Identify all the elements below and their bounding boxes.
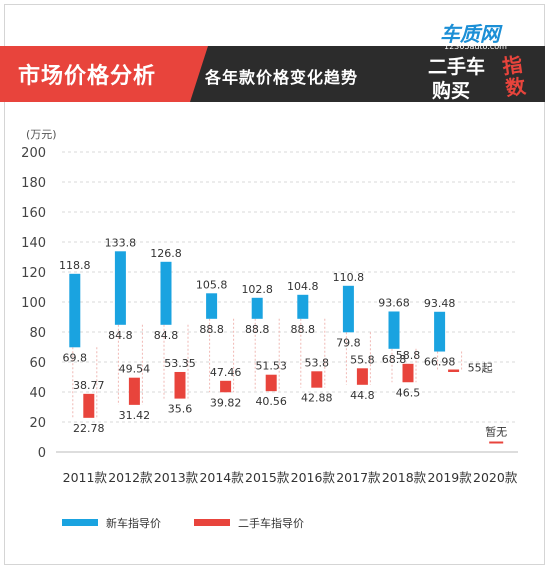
new-car-low-label: 66.98 [424, 356, 456, 369]
new-car-low-label: 68.8 [382, 353, 407, 366]
legend-label-new: 新车指导价 [106, 517, 161, 530]
y-tick-label: 100 [21, 296, 46, 311]
y-tick-label: 60 [29, 356, 46, 371]
new-car-high-label: 110.8 [333, 271, 365, 284]
used-car-high-label: 53.8 [305, 356, 330, 369]
used-car-low-label: 44.8 [350, 389, 375, 402]
y-tick-label: 20 [29, 416, 46, 431]
new-car-low-label: 84.8 [154, 329, 179, 342]
new-car-high-label: 126.8 [150, 247, 182, 260]
page-subtitle: 各年款价格变化趋势 [205, 68, 359, 87]
y-tick-label: 140 [21, 236, 46, 251]
brand-url: 12365auto.com [444, 42, 507, 51]
legend-label-used: 二手车指导价 [238, 517, 304, 530]
new-car-high-label: 93.48 [424, 297, 456, 310]
x-tick-label: 2018款 [382, 470, 427, 485]
new-car-low-label: 88.8 [199, 323, 224, 336]
used-car-high-label: 51.53 [255, 360, 287, 373]
used-car-nodata-label: 暂无 [485, 426, 507, 439]
y-tick-label: 40 [29, 386, 46, 401]
new-car-high-label: 104.8 [287, 280, 319, 293]
used-car-high-label: 53.35 [164, 357, 196, 370]
new-car-bar [69, 273, 81, 348]
new-car-bar [251, 297, 263, 319]
x-tick-label: 2019款 [427, 470, 472, 485]
used-car-low-label: 42.88 [301, 392, 333, 405]
used-car-bar [220, 380, 232, 393]
used-car-high-label: 55.8 [350, 353, 375, 366]
new-car-bar [342, 285, 354, 333]
y-tick-label: 120 [21, 266, 46, 281]
used-car-high-label: 49.54 [119, 363, 151, 376]
chart-frame [4, 4, 545, 565]
x-tick-label: 2017款 [336, 470, 381, 485]
new-car-high-label: 93.68 [378, 296, 410, 309]
x-tick-label: 2014款 [199, 470, 244, 485]
title-block [0, 46, 208, 102]
new-car-low-label: 88.8 [291, 323, 316, 336]
new-car-high-label: 133.8 [105, 236, 137, 249]
y-tick-label: 200 [21, 146, 46, 161]
new-car-high-label: 105.8 [196, 278, 228, 291]
x-tick-label: 2016款 [291, 470, 336, 485]
used-car-high-label: 58.8 [396, 349, 421, 362]
used-car-low-label: 39.82 [210, 396, 242, 409]
new-car-low-label: 79.8 [336, 336, 361, 349]
used-car-bar [128, 377, 140, 405]
used-car-high-label: 47.46 [210, 366, 242, 379]
used-car-bar [356, 368, 368, 385]
used-car-low-label: 22.78 [73, 422, 105, 435]
y-tick-label: 80 [29, 326, 46, 341]
new-car-bar [297, 294, 309, 319]
x-tick-label: 2015款 [245, 470, 290, 485]
new-car-high-label: 118.8 [59, 259, 91, 272]
new-car-bar [114, 251, 126, 325]
new-car-low-label: 69.8 [63, 351, 88, 364]
used-car-bar [311, 371, 323, 388]
brand-logo: 车质网 12365auto.com 二手车 购买 指数 [426, 18, 544, 108]
used-car-bar [265, 374, 277, 392]
new-car-bar [434, 311, 446, 352]
x-tick-label: 2013款 [154, 470, 199, 485]
brand-name: 车质网 [440, 22, 500, 46]
used-car-bar [174, 371, 186, 399]
used-car-nodata-mark [489, 441, 504, 444]
x-tick-label: 2011款 [63, 470, 108, 485]
used-car-start-label: 55起 [468, 362, 493, 375]
used-car-bar [448, 369, 460, 372]
page-title: 市场价格分析 [18, 64, 157, 89]
legend-swatch-new [62, 519, 98, 526]
legend-swatch-used [194, 519, 230, 526]
new-car-bar [206, 293, 218, 319]
used-car-low-label: 35.6 [168, 403, 193, 416]
y-tick-label: 160 [21, 206, 46, 221]
new-car-low-label: 84.8 [108, 329, 133, 342]
x-tick-label: 2012款 [108, 470, 153, 485]
y-axis-unit: (万元) [26, 128, 57, 141]
new-car-low-label: 88.8 [245, 323, 270, 336]
used-car-low-label: 46.5 [396, 386, 421, 399]
brand-line1: 二手车 [428, 56, 486, 78]
x-tick-label: 2020款 [473, 470, 518, 485]
brand-line2: 购买 [432, 80, 471, 102]
y-tick-label: 0 [38, 446, 46, 461]
used-car-low-label: 31.42 [119, 409, 151, 422]
used-car-bar [83, 393, 95, 418]
used-car-bar [402, 363, 414, 383]
new-car-bar [388, 311, 400, 349]
y-tick-label: 180 [21, 176, 46, 191]
new-car-bar [160, 261, 172, 325]
new-car-high-label: 102.8 [241, 283, 273, 296]
used-car-low-label: 40.56 [255, 395, 287, 408]
used-car-high-label: 38.77 [73, 379, 105, 392]
